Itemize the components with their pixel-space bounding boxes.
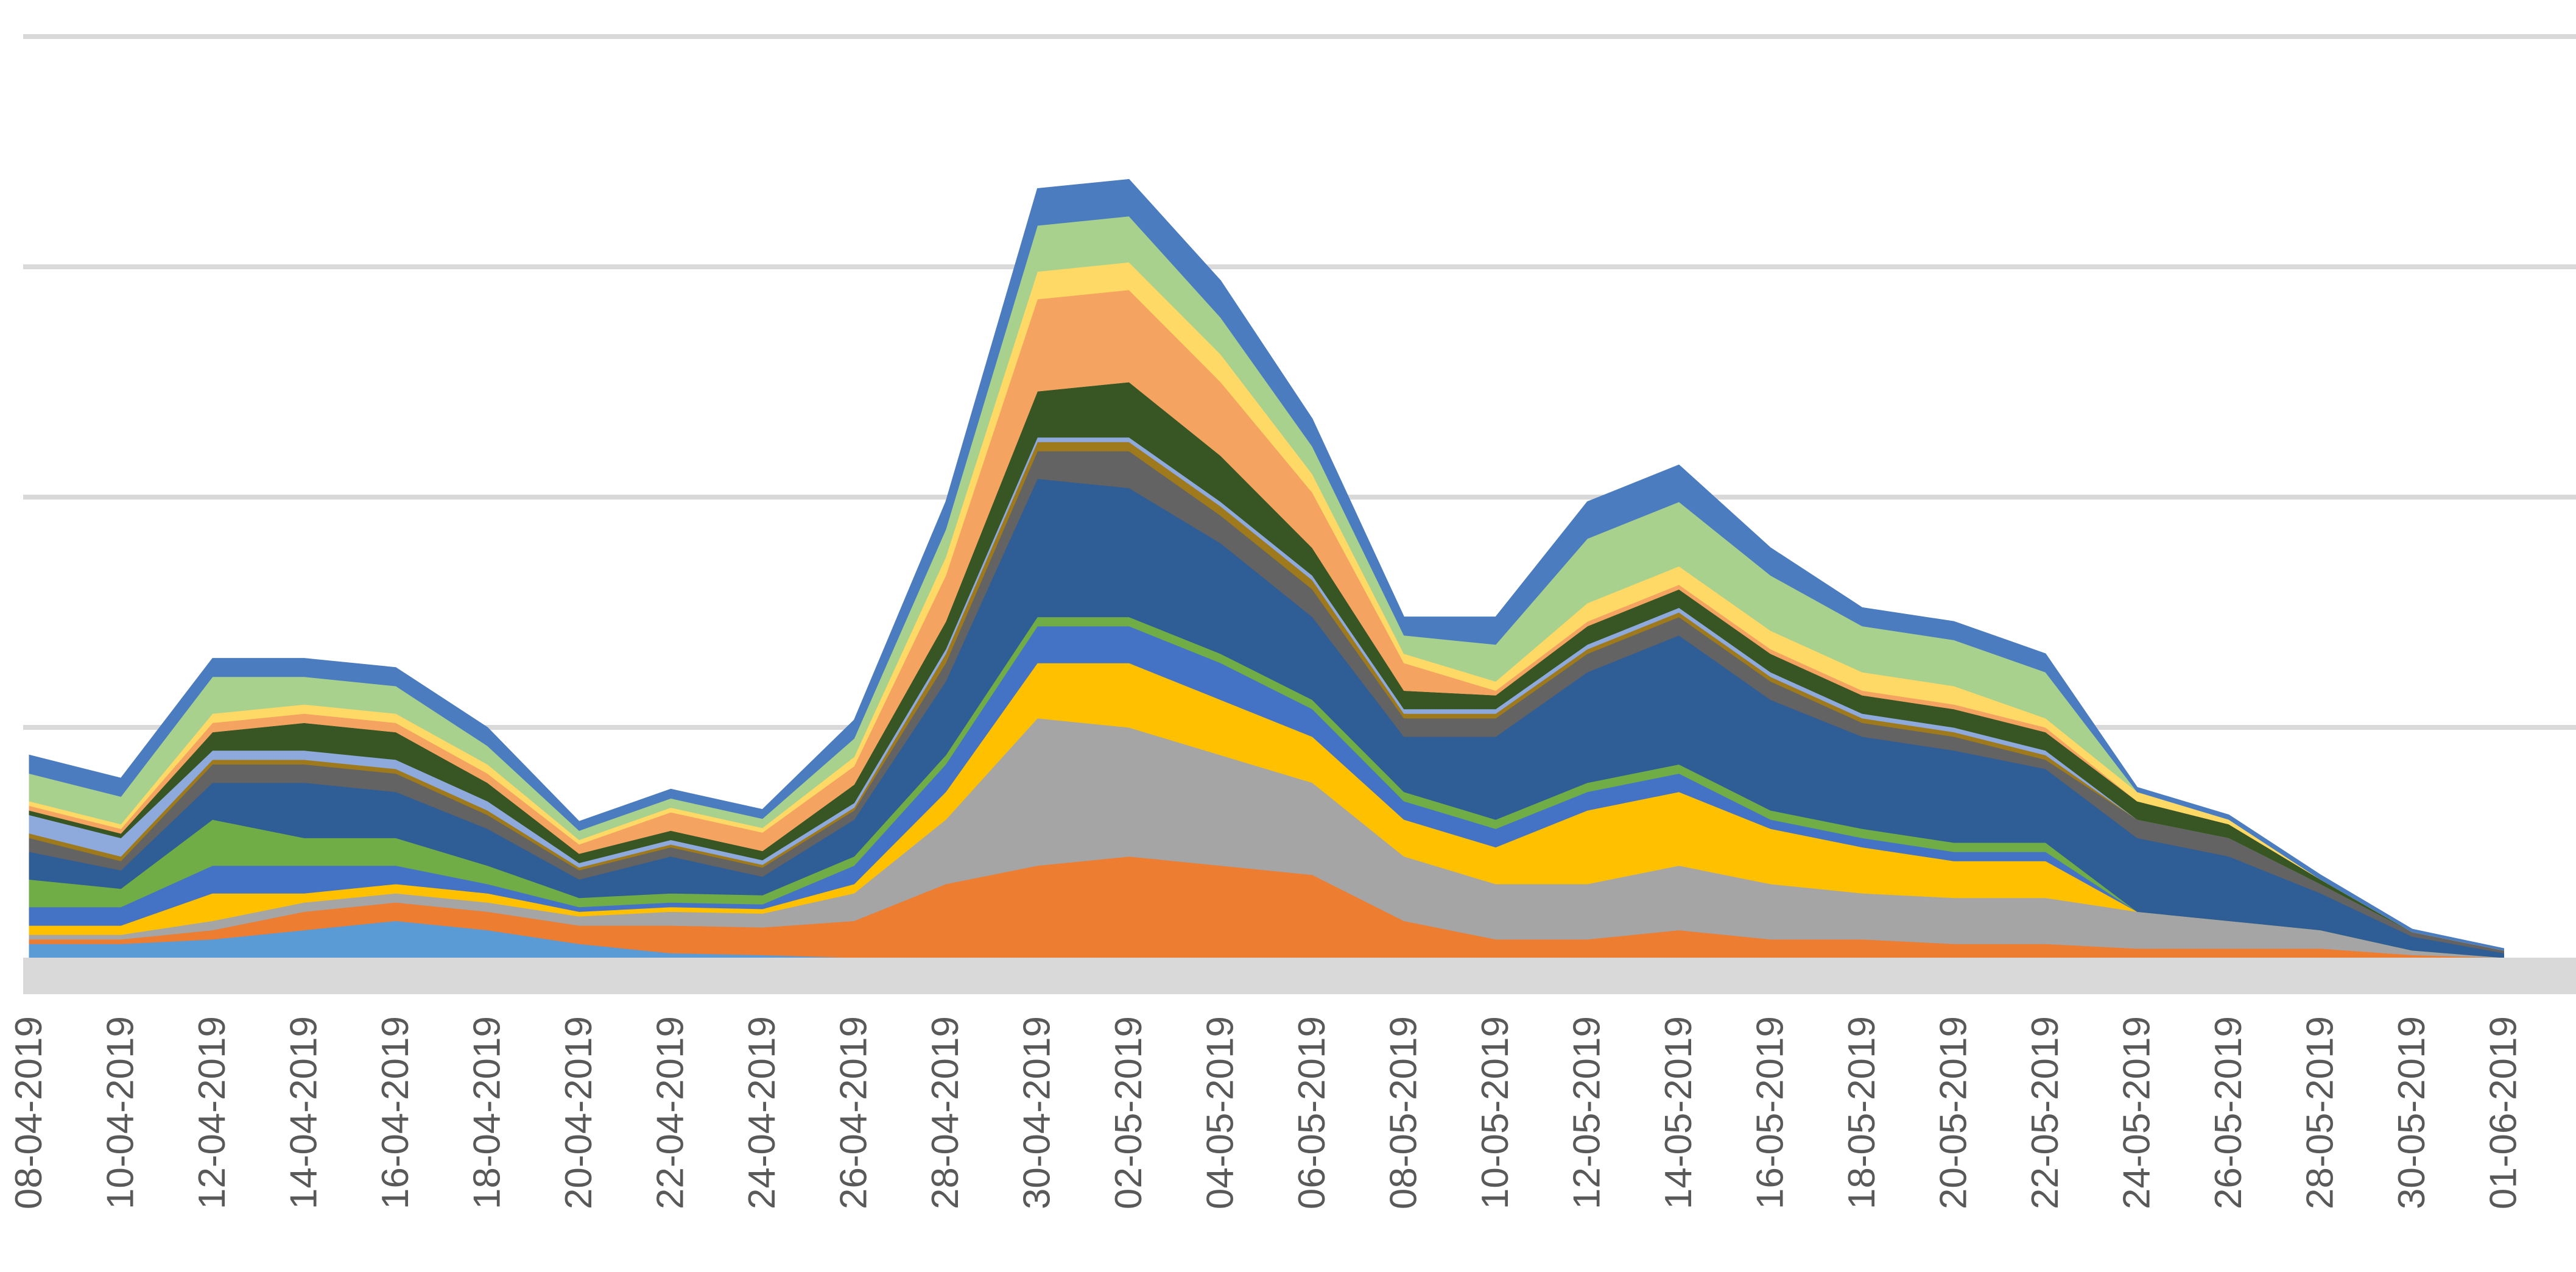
x-tick-label: 30-04-2019 (1016, 1016, 1058, 1209)
x-tick-label: 20-05-2019 (1933, 1016, 1975, 1209)
x-tick-label: 12-05-2019 (1566, 1016, 1608, 1209)
x-tick-label: 08-05-2019 (1383, 1016, 1425, 1209)
area-series-16 (29, 178, 2504, 951)
x-tick-label: 24-04-2019 (741, 1016, 783, 1209)
x-tick-label: 02-05-2019 (1108, 1016, 1150, 1209)
x-tick-label: 14-05-2019 (1658, 1016, 1700, 1209)
x-tick-label: 04-05-2019 (1200, 1016, 1242, 1209)
x-tick-label: 20-04-2019 (558, 1016, 600, 1209)
x-tick-label: 06-05-2019 (1291, 1016, 1333, 1209)
x-tick-label: 28-05-2019 (2300, 1016, 2342, 1209)
x-axis-band (23, 958, 2576, 994)
x-tick-label: 28-04-2019 (924, 1016, 966, 1209)
x-tick-label: 08-04-2019 (8, 1016, 50, 1209)
x-tick-label: 01-06-2019 (2483, 1016, 2525, 1209)
x-tick-label: 24-05-2019 (2116, 1016, 2158, 1209)
x-tick-label: 16-04-2019 (375, 1016, 417, 1209)
plot-area (29, 178, 2504, 958)
x-tick-label: 16-05-2019 (1750, 1016, 1792, 1209)
x-tick-label: 30-05-2019 (2391, 1016, 2433, 1209)
x-tick-label: 14-04-2019 (283, 1016, 325, 1209)
x-tick-label: 26-05-2019 (2208, 1016, 2250, 1209)
x-tick-label: 22-05-2019 (2024, 1016, 2066, 1209)
x-tick-label: 18-04-2019 (466, 1016, 509, 1209)
x-tick-label: 10-04-2019 (100, 1016, 142, 1209)
x-tick-label: 22-04-2019 (650, 1016, 692, 1209)
x-tick-label: 10-05-2019 (1474, 1016, 1516, 1209)
x-tick-label: 26-04-2019 (833, 1016, 875, 1209)
x-tick-label: 12-04-2019 (191, 1016, 233, 1209)
x-tick-label: 18-05-2019 (1841, 1016, 1883, 1209)
x-axis-tick-labels: 08-04-2019 10-04-2019 12-04-2019 14-04-2019… (8, 1016, 2525, 1209)
